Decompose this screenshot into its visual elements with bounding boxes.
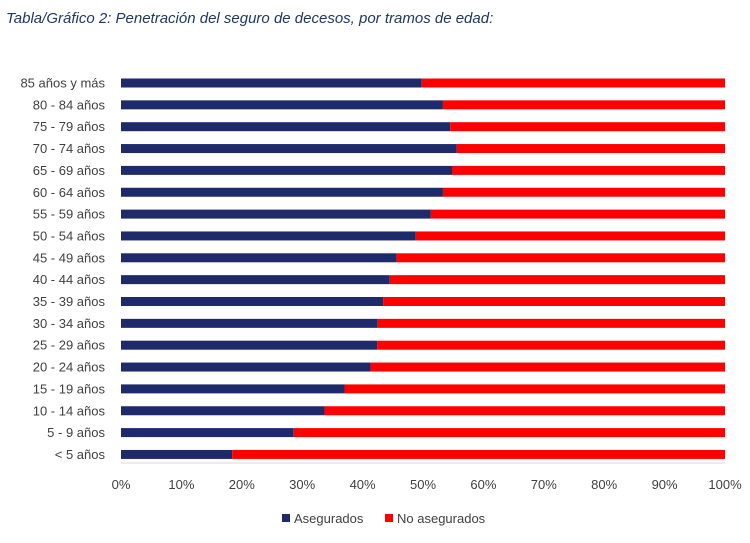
bar-no-asegurados-11 xyxy=(377,318,725,328)
x-tick-label: 40% xyxy=(350,477,376,492)
bar-no-asegurados-17 xyxy=(232,449,726,459)
x-tick-label: 60% xyxy=(470,477,496,492)
bar-asegurados-9 xyxy=(121,275,390,285)
category-label: 55 - 59 años xyxy=(33,207,106,222)
bar-asegurados-11 xyxy=(121,318,378,328)
legend-no-asegurados-swatch xyxy=(385,514,393,522)
category-label: 5 - 9 años xyxy=(47,425,105,440)
bar-no-asegurados-4 xyxy=(451,165,725,175)
bar-asegurados-14 xyxy=(121,384,345,394)
bar-asegurados-12 xyxy=(121,340,378,350)
x-tick-label: 90% xyxy=(652,477,678,492)
category-label: 45 - 49 años xyxy=(33,250,106,265)
bar-asegurados-3 xyxy=(121,144,457,154)
bar-asegurados-8 xyxy=(121,253,397,263)
category-label: 70 - 74 años xyxy=(33,141,106,156)
bar-asegurados-16 xyxy=(121,428,294,438)
x-tick-label: 70% xyxy=(531,477,557,492)
bar-asegurados-5 xyxy=(121,187,443,197)
bar-asegurados-6 xyxy=(121,209,431,219)
legend-no-asegurados-label: No asegurados xyxy=(397,511,486,526)
bar-no-asegurados-6 xyxy=(430,209,725,219)
x-tick-label: 50% xyxy=(410,477,436,492)
bar-no-asegurados-16 xyxy=(293,428,725,438)
category-label: < 5 años xyxy=(55,447,106,462)
bar-asegurados-13 xyxy=(121,362,371,372)
x-tick-label: 30% xyxy=(289,477,315,492)
category-label: 50 - 54 años xyxy=(33,228,106,243)
bar-asegurados-10 xyxy=(121,297,384,306)
category-label: 40 - 44 años xyxy=(33,272,106,287)
bar-asegurados-1 xyxy=(121,100,443,110)
bar-asegurados-17 xyxy=(121,449,233,459)
bar-no-asegurados-5 xyxy=(442,187,725,197)
bar-asegurados-0 xyxy=(121,78,422,88)
x-tick-label: 10% xyxy=(168,477,194,492)
category-label: 25 - 29 años xyxy=(33,338,106,353)
bar-no-asegurados-13 xyxy=(370,362,725,372)
category-label: 65 - 69 años xyxy=(33,163,106,178)
category-label: 20 - 24 años xyxy=(33,360,106,375)
chart-title: Tabla/Gráfico 2: Penetración del seguro … xyxy=(6,10,494,27)
category-labels: 85 años y más 80 - 84 años 75 - 79 años 70 … xyxy=(20,76,105,462)
bar-asegurados-4 xyxy=(121,165,452,175)
bars-layer xyxy=(121,78,726,459)
bar-no-asegurados-15 xyxy=(324,406,725,416)
category-label: 35 - 39 años xyxy=(33,294,106,309)
bar-no-asegurados-0 xyxy=(421,78,725,88)
x-tick-labels: 0% 10% 20% 30% 40% 50% 60% 70% 80% 90% 100% xyxy=(112,477,742,492)
bar-asegurados-15 xyxy=(121,406,325,416)
bar-no-asegurados-9 xyxy=(389,275,725,285)
bar-no-asegurados-2 xyxy=(450,122,725,132)
bar-asegurados-7 xyxy=(121,231,416,241)
bar-no-asegurados-8 xyxy=(396,253,725,263)
bar-no-asegurados-3 xyxy=(456,144,725,154)
x-tick-label: 20% xyxy=(229,477,255,492)
category-label: 15 - 19 años xyxy=(33,381,106,396)
x-tick-label: 80% xyxy=(591,477,617,492)
x-tick-label: 100% xyxy=(708,477,742,492)
legend: Asegurados No asegurados xyxy=(282,511,486,526)
category-label: 60 - 64 años xyxy=(33,185,106,200)
category-label: 10 - 14 años xyxy=(33,403,106,418)
category-label: 80 - 84 años xyxy=(33,97,106,112)
bar-no-asegurados-10 xyxy=(383,297,725,306)
category-label: 75 - 79 años xyxy=(33,119,106,134)
bar-asegurados-2 xyxy=(121,122,451,132)
bar-no-asegurados-1 xyxy=(442,100,725,110)
bar-no-asegurados-12 xyxy=(377,340,725,350)
category-label: 30 - 34 años xyxy=(33,316,106,331)
legend-asegurados-label: Asegurados xyxy=(294,511,364,526)
legend-asegurados-swatch xyxy=(282,514,290,522)
x-tick-label: 0% xyxy=(112,477,131,492)
bar-no-asegurados-14 xyxy=(344,384,725,394)
bar-no-asegurados-7 xyxy=(415,231,725,241)
category-label: 85 años y más xyxy=(20,76,105,91)
